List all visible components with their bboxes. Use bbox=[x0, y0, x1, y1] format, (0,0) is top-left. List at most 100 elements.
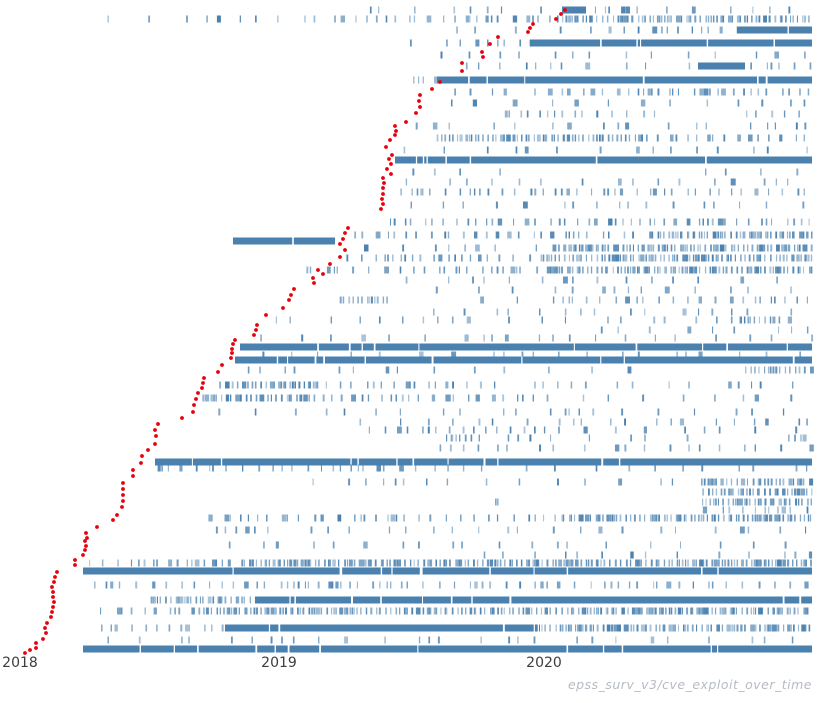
publish-dot bbox=[220, 363, 224, 367]
publish-dot bbox=[229, 356, 233, 360]
publish-dot bbox=[146, 448, 150, 452]
cve-row bbox=[410, 39, 812, 47]
publish-dot bbox=[390, 153, 394, 157]
cve-row bbox=[415, 122, 807, 130]
publish-dot bbox=[338, 242, 342, 246]
cve-row bbox=[369, 6, 791, 14]
publish-dot bbox=[379, 207, 383, 211]
cve-row bbox=[208, 514, 812, 522]
publish-dot bbox=[216, 370, 220, 374]
publish-dot bbox=[50, 610, 54, 614]
publish-dot bbox=[52, 580, 56, 584]
cve-row bbox=[405, 178, 789, 186]
publish-dot bbox=[85, 536, 89, 540]
publish-dot bbox=[385, 167, 389, 171]
publish-dot bbox=[380, 197, 384, 201]
cve-row bbox=[339, 296, 808, 304]
publish-dot bbox=[481, 55, 485, 59]
publish-dot bbox=[254, 328, 258, 332]
x-axis-label-2018: 2018 bbox=[2, 655, 38, 671]
cve-row bbox=[395, 156, 812, 164]
publish-dot bbox=[312, 281, 316, 285]
publish-dot bbox=[84, 531, 88, 535]
publish-dot bbox=[28, 648, 32, 652]
publish-dot bbox=[52, 600, 56, 604]
cve-row bbox=[155, 458, 812, 466]
cve-row bbox=[215, 526, 807, 534]
cve-row bbox=[107, 15, 810, 23]
publish-dot bbox=[281, 306, 285, 310]
cve-row bbox=[403, 146, 808, 154]
publish-dot bbox=[201, 381, 205, 385]
publish-dot bbox=[139, 461, 143, 465]
publish-dot bbox=[83, 539, 87, 543]
publish-dot bbox=[231, 342, 235, 346]
publish-dot bbox=[73, 563, 77, 567]
publish-dot bbox=[389, 162, 393, 166]
publish-dot bbox=[316, 268, 320, 272]
raster-plot bbox=[23, 6, 814, 655]
publish-dot bbox=[53, 575, 57, 579]
publish-dot bbox=[414, 111, 418, 115]
publish-dot bbox=[526, 30, 530, 34]
cve-row bbox=[247, 366, 814, 374]
publish-dot bbox=[393, 133, 397, 137]
publish-dot bbox=[153, 428, 157, 432]
cve-row bbox=[150, 596, 812, 604]
publish-dot bbox=[202, 376, 206, 380]
x-axis-label-2019: 2019 bbox=[261, 655, 297, 671]
publish-dot bbox=[121, 499, 125, 503]
cve-row bbox=[218, 408, 785, 416]
publish-dot bbox=[200, 386, 204, 390]
publish-dot bbox=[393, 124, 397, 128]
cve-row bbox=[219, 381, 794, 389]
publish-dot bbox=[321, 272, 325, 276]
cve-row bbox=[89, 559, 812, 567]
cve-row bbox=[451, 99, 806, 107]
cve-row bbox=[483, 551, 813, 559]
publish-dot bbox=[111, 518, 115, 522]
cve-row bbox=[235, 356, 812, 364]
cve-row bbox=[346, 254, 813, 262]
publish-dot bbox=[121, 493, 125, 497]
cve-row bbox=[202, 394, 793, 402]
publish-dot bbox=[287, 298, 291, 302]
publish-dot bbox=[95, 525, 99, 529]
cve-row bbox=[262, 351, 801, 359]
cve-row bbox=[412, 168, 799, 176]
cve-row bbox=[275, 316, 792, 324]
publish-dot bbox=[41, 637, 45, 641]
x-axis-label-2020: 2020 bbox=[526, 655, 562, 671]
publish-dot bbox=[341, 237, 345, 241]
publish-dot bbox=[460, 69, 464, 73]
publish-dot bbox=[381, 186, 385, 190]
publish-dot bbox=[83, 548, 87, 552]
publish-dot bbox=[430, 87, 434, 91]
publish-dot bbox=[43, 626, 47, 630]
publish-dot bbox=[328, 262, 332, 266]
publish-dot bbox=[531, 22, 535, 26]
publish-dot bbox=[84, 544, 88, 548]
publish-dot bbox=[121, 487, 125, 491]
cve-row bbox=[228, 541, 787, 549]
publish-dot bbox=[563, 8, 567, 12]
publish-dot bbox=[554, 17, 558, 21]
publish-dot bbox=[196, 391, 200, 395]
publish-dot bbox=[387, 157, 391, 161]
publish-dot bbox=[153, 442, 157, 446]
cve-row bbox=[405, 276, 778, 284]
publish-dot bbox=[480, 50, 484, 54]
publish-date-dots bbox=[23, 8, 567, 655]
publish-dot bbox=[311, 276, 315, 280]
publish-dot bbox=[496, 35, 500, 39]
publish-dot bbox=[264, 313, 268, 317]
publish-dot bbox=[51, 590, 55, 594]
cve-row bbox=[100, 607, 809, 615]
cve-row bbox=[359, 418, 808, 426]
publish-dot bbox=[120, 505, 124, 509]
publish-dot bbox=[388, 138, 392, 142]
publish-dot bbox=[394, 129, 398, 133]
cve-row bbox=[101, 624, 811, 632]
publish-dot bbox=[180, 416, 184, 420]
publish-dot bbox=[194, 397, 198, 401]
